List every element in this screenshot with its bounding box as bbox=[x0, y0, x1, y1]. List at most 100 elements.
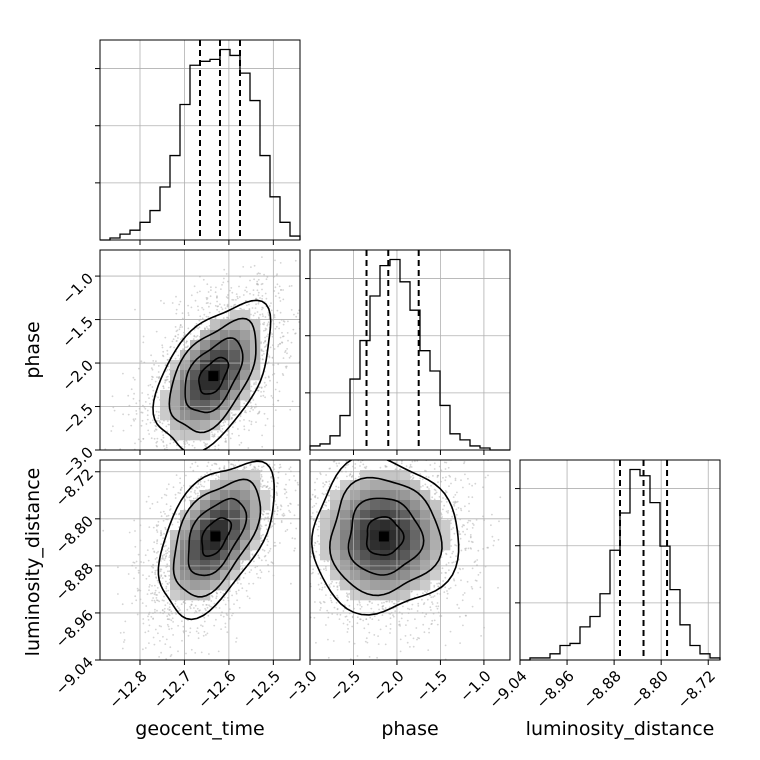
scatter-point bbox=[177, 354, 180, 357]
scatter-point bbox=[260, 571, 263, 574]
scatter-point bbox=[276, 492, 278, 495]
scatter-point bbox=[206, 327, 209, 330]
scatter-point bbox=[166, 623, 169, 626]
scatter-point bbox=[280, 505, 283, 508]
scatter-point bbox=[191, 487, 193, 490]
scatter-point bbox=[159, 570, 162, 573]
scatter-point bbox=[167, 386, 170, 389]
scatter-point bbox=[287, 320, 289, 323]
scatter-point bbox=[122, 413, 124, 416]
scatter-point bbox=[246, 304, 248, 307]
scatter-point bbox=[207, 461, 210, 464]
scatter-point bbox=[262, 533, 264, 536]
scatter-point bbox=[229, 289, 231, 292]
scatter-point bbox=[223, 424, 225, 427]
scatter-point bbox=[157, 414, 160, 417]
scatter-point bbox=[247, 447, 250, 449]
scatter-point bbox=[104, 666, 106, 668]
scatter-point bbox=[168, 380, 171, 383]
scatter-point bbox=[172, 338, 175, 341]
scatter-point bbox=[232, 463, 235, 466]
scatter-point bbox=[190, 604, 193, 606]
scatter-point bbox=[181, 312, 184, 315]
scatter-point bbox=[290, 503, 292, 505]
scatter-point bbox=[166, 477, 168, 479]
scatter-point bbox=[205, 326, 208, 328]
scatter-point bbox=[185, 480, 187, 482]
scatter-point bbox=[181, 453, 183, 455]
scatter-point bbox=[204, 442, 207, 445]
scatter-point bbox=[156, 445, 159, 448]
scatter-point bbox=[215, 456, 217, 458]
scatter-point bbox=[231, 594, 234, 597]
scatter-point bbox=[140, 424, 143, 427]
scatter-point bbox=[196, 291, 199, 294]
scatter-point bbox=[177, 333, 180, 336]
scatter-point bbox=[206, 455, 208, 457]
scatter-point bbox=[162, 436, 165, 439]
scatter-point bbox=[154, 380, 157, 383]
scatter-point bbox=[161, 344, 164, 347]
scatter-point bbox=[292, 328, 295, 331]
scatter-point bbox=[205, 315, 208, 318]
scatter-point bbox=[225, 296, 228, 298]
scatter-point bbox=[235, 641, 237, 643]
scatter-point bbox=[278, 327, 280, 330]
scatter-point bbox=[179, 300, 182, 303]
scatter-point bbox=[293, 313, 295, 316]
scatter-point bbox=[169, 646, 172, 649]
scatter-point bbox=[163, 493, 166, 496]
scatter-point bbox=[255, 421, 257, 423]
scatter-point bbox=[165, 515, 168, 518]
scatter-point bbox=[208, 311, 211, 314]
scatter-point bbox=[261, 486, 264, 488]
scatter-point bbox=[221, 428, 224, 430]
scatter-point bbox=[234, 453, 236, 455]
scatter-point bbox=[188, 458, 190, 460]
scatter-point bbox=[261, 282, 264, 285]
scatter-point bbox=[144, 554, 147, 557]
scatter-point bbox=[262, 307, 264, 309]
scatter-point bbox=[236, 431, 238, 433]
scatter-point bbox=[285, 496, 288, 499]
scatter-point bbox=[195, 468, 197, 470]
scatter-point bbox=[264, 516, 267, 519]
scatter-point bbox=[253, 264, 256, 267]
scatter-point bbox=[246, 452, 248, 454]
scatter-point bbox=[262, 458, 264, 460]
scatter-point bbox=[152, 451, 154, 453]
scatter-point bbox=[199, 609, 201, 612]
scatter-point bbox=[163, 532, 166, 535]
scatter-point bbox=[253, 230, 255, 232]
scatter-point bbox=[282, 289, 284, 291]
scatter-point bbox=[261, 354, 264, 357]
scatter-point bbox=[225, 612, 228, 615]
scatter-point bbox=[273, 315, 276, 317]
scatter-point bbox=[140, 411, 143, 414]
scatter-point bbox=[165, 503, 168, 506]
scatter-point bbox=[332, 297, 334, 299]
scatter-point bbox=[128, 531, 131, 534]
scatter-point bbox=[245, 589, 248, 592]
scatter-point bbox=[262, 420, 264, 422]
scatter-point bbox=[112, 425, 114, 428]
scatter-point bbox=[178, 452, 180, 454]
scatter-point bbox=[181, 317, 184, 320]
scatter-point bbox=[181, 326, 184, 328]
scatter-point bbox=[124, 620, 127, 623]
scatter-point bbox=[162, 385, 165, 388]
scatter-point bbox=[205, 604, 208, 606]
scatter-point bbox=[264, 316, 267, 318]
scatter-point bbox=[175, 613, 178, 615]
scatter-point bbox=[266, 324, 269, 327]
scatter-point bbox=[280, 520, 283, 522]
scatter-point bbox=[167, 453, 169, 455]
scatter-point bbox=[277, 399, 279, 402]
scatter-point bbox=[282, 512, 285, 515]
scatter-point bbox=[127, 413, 130, 416]
scatter-point bbox=[192, 338, 195, 340]
scatter-point bbox=[224, 437, 227, 440]
scatter-point bbox=[222, 421, 225, 424]
scatter-point bbox=[148, 575, 151, 578]
scatter-point bbox=[261, 295, 264, 297]
